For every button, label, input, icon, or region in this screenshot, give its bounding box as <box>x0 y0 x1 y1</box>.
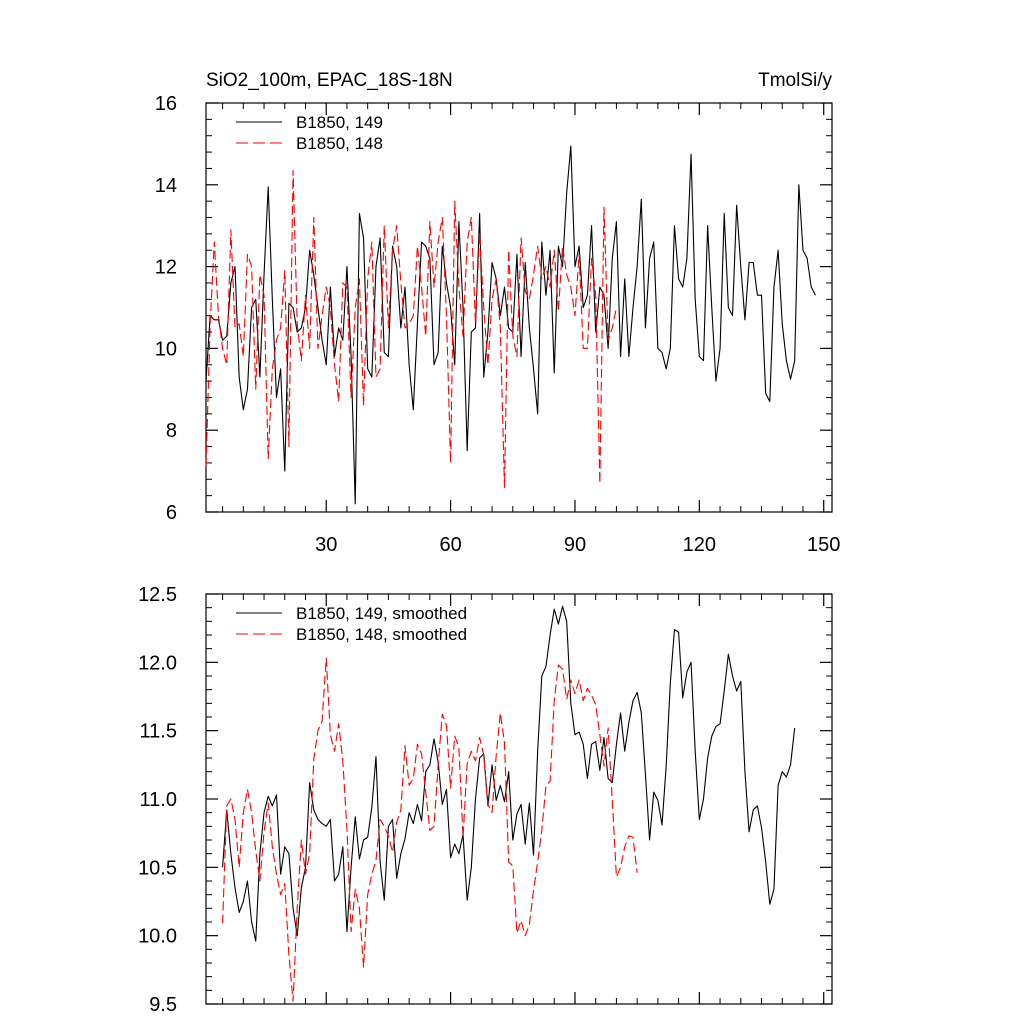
x-tick-label: 60 <box>439 534 461 556</box>
legend-label: B1850, 149 <box>296 113 383 132</box>
y-tick-label: 9.5 <box>149 994 177 1016</box>
legend-label: B1850, 149, smoothed <box>296 604 467 623</box>
legend-label: B1850, 148, smoothed <box>296 625 467 644</box>
legend-label: B1850, 148 <box>296 134 383 153</box>
series-line-b1850-149 <box>205 145 816 505</box>
y-tick-label: 10.0 <box>138 926 177 948</box>
y-tick-label: 8 <box>166 420 177 442</box>
y-tick-label: 6 <box>166 502 177 524</box>
x-tick-label: 90 <box>564 534 586 556</box>
x-tick-label: 30 <box>315 534 337 556</box>
y-tick-label: 11.0 <box>140 789 177 811</box>
y-tick-label: 12 <box>155 257 177 279</box>
y-tick-label: 11.5 <box>140 721 177 743</box>
y-tick-label: 10 <box>155 338 177 360</box>
plot-title: SiO2_100m, EPAC_18S-18N <box>206 70 453 91</box>
y-tick-label: 12.5 <box>138 584 177 606</box>
plot-frame <box>205 102 833 513</box>
x-tick-label: 150 <box>807 534 840 556</box>
bottom-line-chart: 9.5 10.0 10.5 11.0 11.5 12.0 12.5 B1850, 149, s… <box>138 584 833 1016</box>
y-tick-label: 10.5 <box>138 857 177 879</box>
plot-units: TmolSi/y <box>758 70 832 91</box>
series-line-b1850-148 <box>205 169 617 489</box>
x-tick-label: 120 <box>683 534 716 556</box>
series-line-b1850-148-smoothed <box>222 657 638 1002</box>
y-tick-label: 14 <box>155 175 177 197</box>
y-tick-label: 16 <box>155 93 177 115</box>
top-line-chart: 30 60 90 120 150 6 8 10 12 14 16 B1850, 149 B1850, 1… <box>155 93 841 556</box>
y-tick-label: 12.0 <box>138 652 177 674</box>
series-line-b1850-149-smoothed <box>222 605 796 942</box>
